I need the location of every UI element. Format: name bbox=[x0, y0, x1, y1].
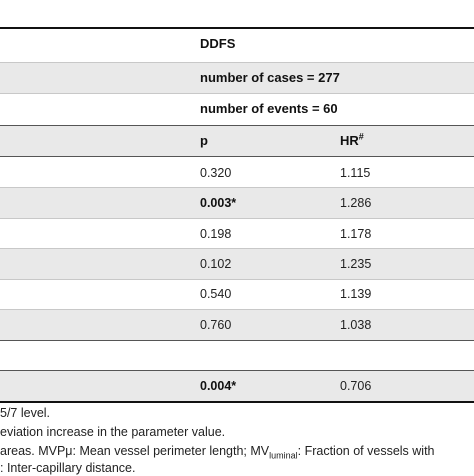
number-of-cases: number of cases = 277 bbox=[200, 70, 340, 85]
row-divider bbox=[0, 93, 474, 94]
row-6-hr: 1.038 bbox=[340, 318, 372, 332]
section-divider bbox=[0, 370, 474, 371]
row-2-band bbox=[0, 188, 474, 218]
row-4-band bbox=[0, 249, 474, 279]
row-1-p: 0.320 bbox=[200, 166, 232, 180]
final-row-p: 0.004* bbox=[200, 379, 237, 393]
row-divider bbox=[0, 309, 474, 310]
final-row-band bbox=[0, 371, 474, 401]
row-6-band bbox=[0, 310, 474, 340]
row-divider bbox=[0, 279, 474, 280]
footnote-1: 5/7 level. bbox=[0, 406, 51, 420]
cases-row-band bbox=[0, 63, 474, 93]
row-6-p: 0.760 bbox=[200, 318, 232, 332]
final-row-hr: 0.706 bbox=[340, 379, 372, 393]
table-top-rule bbox=[0, 27, 474, 29]
row-1-hr: 1.115 bbox=[340, 166, 371, 180]
row-2-hr: 1.286 bbox=[340, 196, 372, 210]
row-divider bbox=[0, 125, 474, 126]
hr-superscript: # bbox=[358, 131, 364, 142]
row-3-p: 0.198 bbox=[200, 227, 232, 241]
number-of-events: number of events = 60 bbox=[200, 101, 338, 116]
row-5-p: 0.540 bbox=[200, 287, 232, 301]
header-bottom-rule bbox=[0, 156, 474, 157]
column-header-band bbox=[0, 126, 474, 156]
luminal-subscript: luminal bbox=[269, 450, 298, 461]
row-divider bbox=[0, 62, 474, 63]
group-header: DDFS bbox=[200, 36, 236, 51]
row-5-hr: 1.139 bbox=[340, 287, 372, 301]
row-4-p: 0.102 bbox=[200, 257, 232, 271]
row-divider bbox=[0, 218, 474, 219]
row-divider bbox=[0, 187, 474, 188]
footnote-3: areas. MVPμ: Mean vessel perimeter lengt… bbox=[0, 444, 435, 461]
row-divider bbox=[0, 248, 474, 249]
row-2-p: 0.003* bbox=[200, 196, 237, 210]
footnote-4: : Inter-capillary distance. bbox=[0, 461, 136, 475]
row-4-hr: 1.235 bbox=[340, 257, 372, 271]
column-header-p: p bbox=[200, 133, 208, 148]
table-bottom-rule bbox=[0, 401, 474, 403]
column-header-hr: HR# bbox=[340, 131, 364, 148]
section-divider bbox=[0, 340, 474, 341]
row-3-hr: 1.178 bbox=[340, 227, 372, 241]
footnote-2: eviation increase in the parameter value… bbox=[0, 425, 226, 439]
